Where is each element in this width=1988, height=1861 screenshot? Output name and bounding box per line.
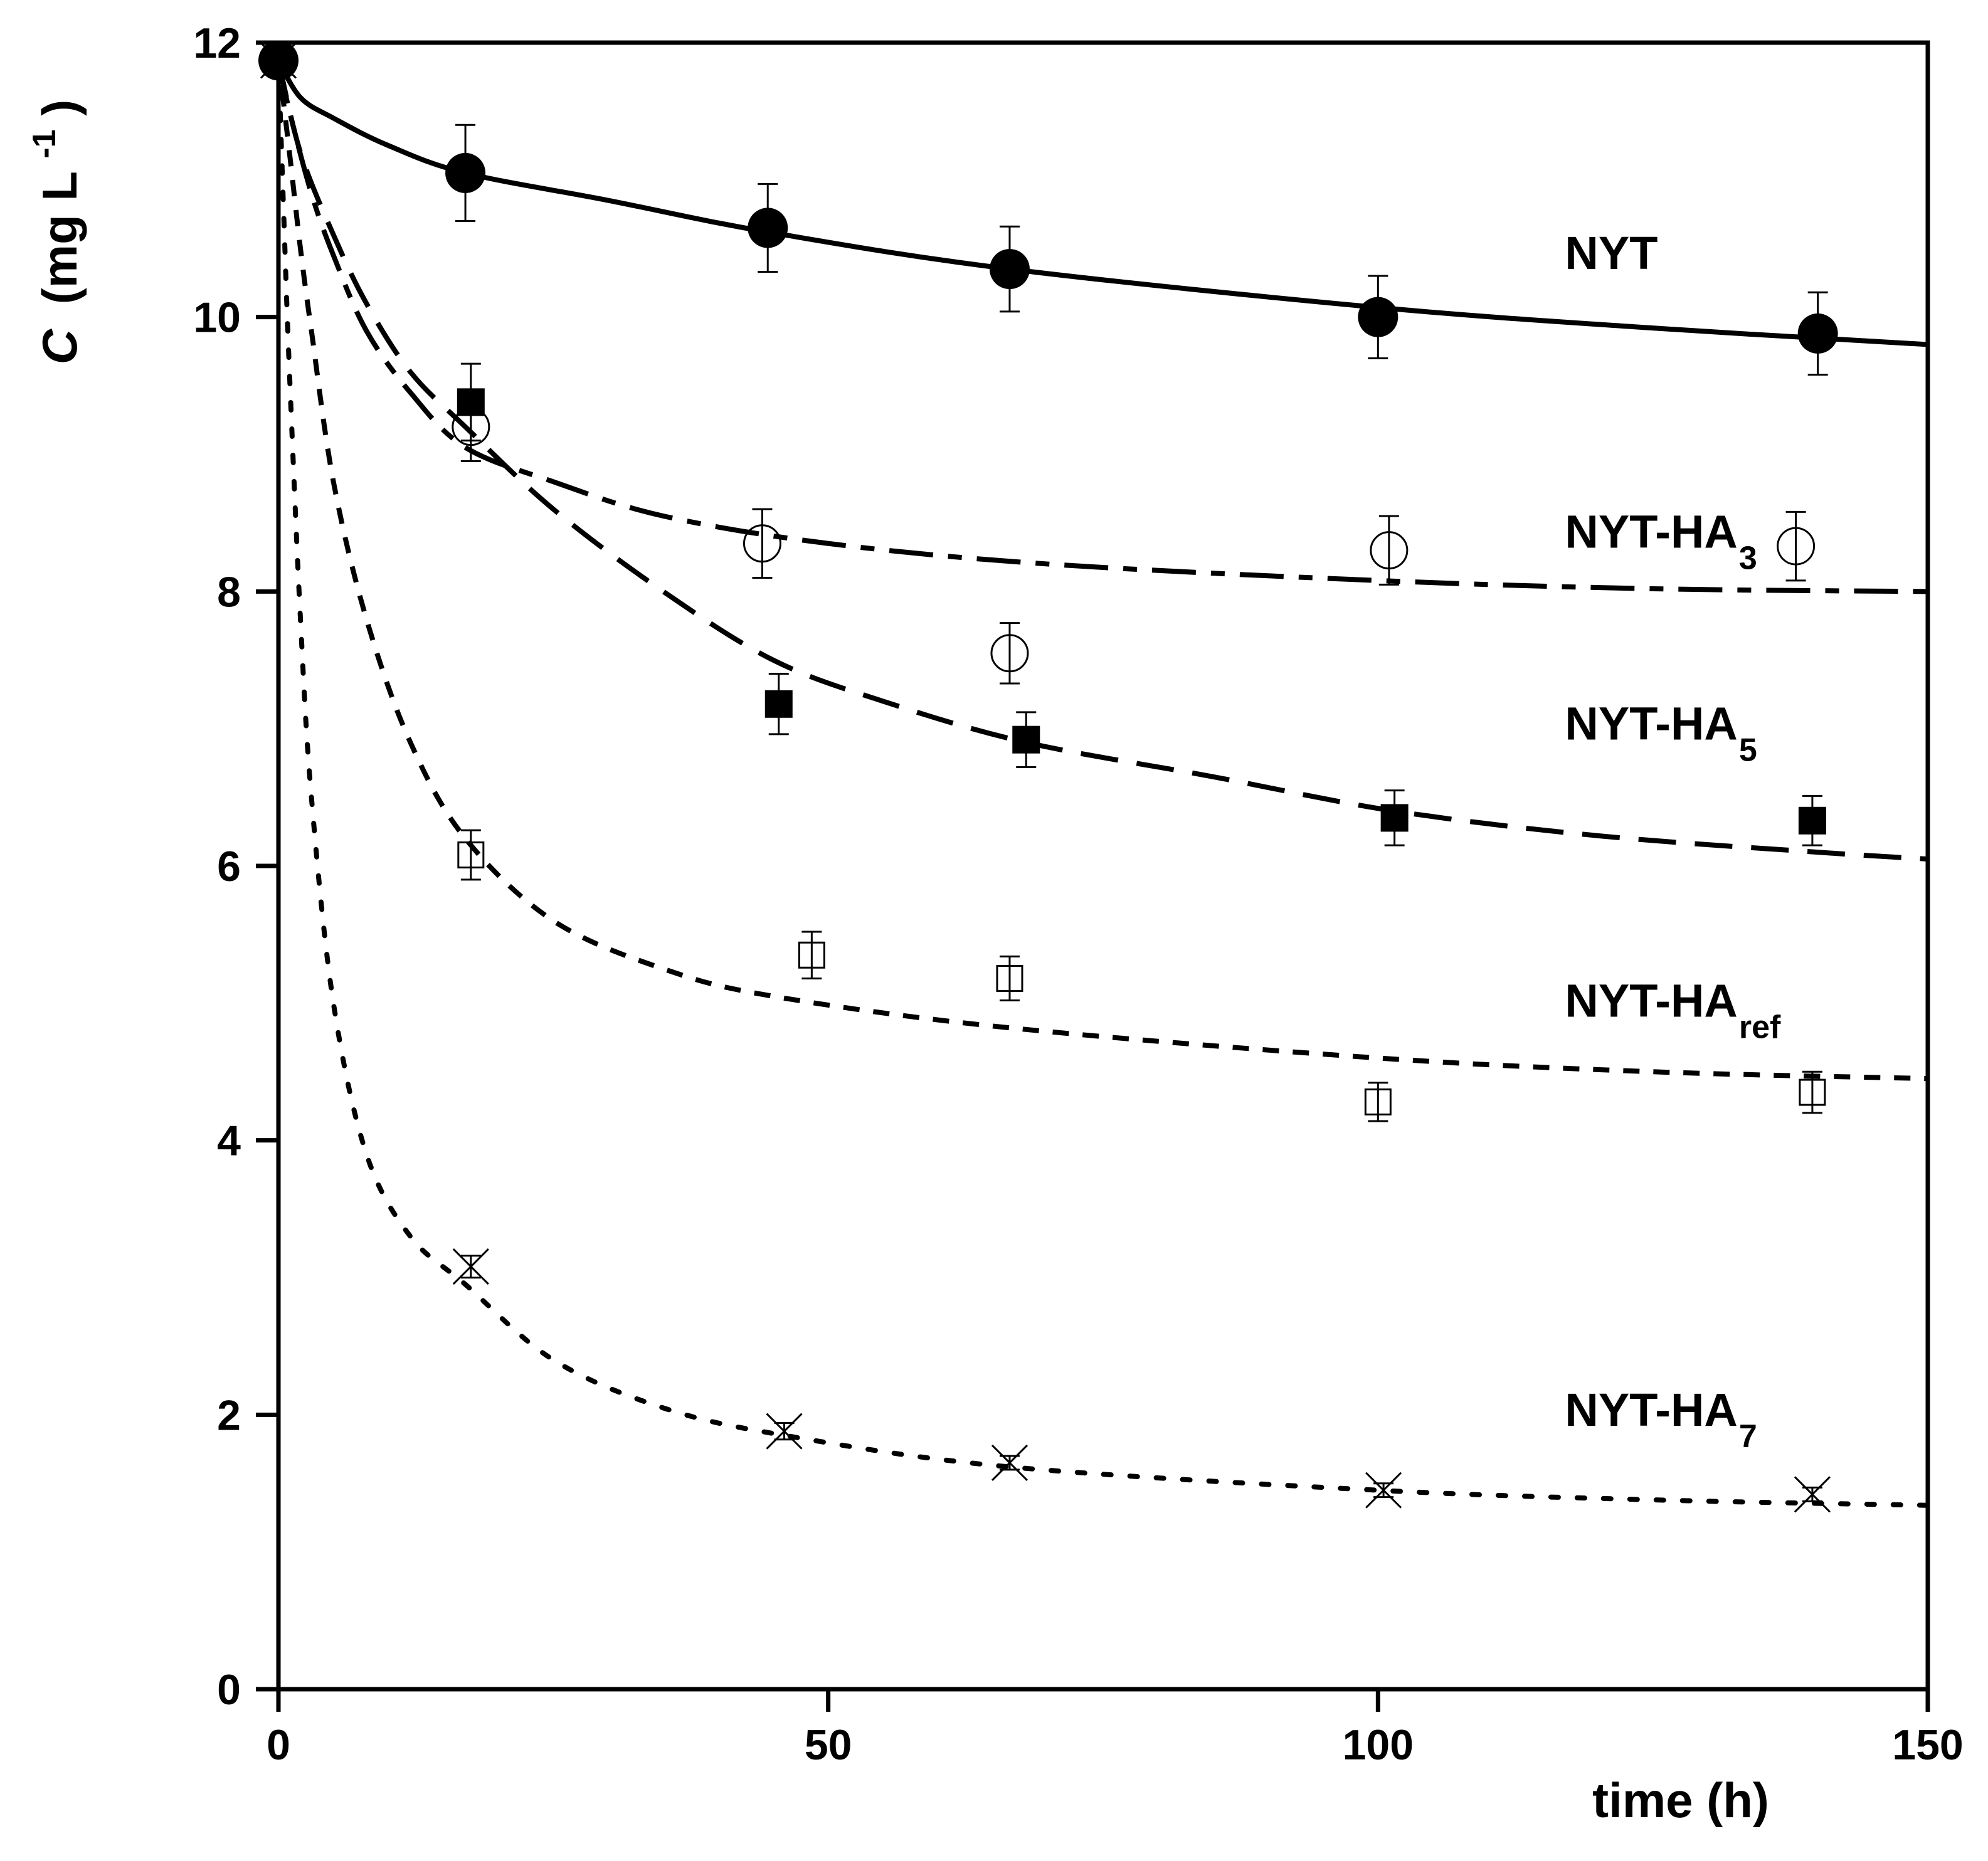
series-label-NYT-HA5: NYT-HA5 bbox=[1565, 698, 1757, 769]
plot-frame bbox=[276, 40, 1930, 1692]
marker-cross-b bbox=[991, 1444, 1028, 1481]
data-point-NYT-HA5 bbox=[764, 673, 793, 735]
data-markers bbox=[258, 40, 1838, 1513]
data-point-NYT-HAref bbox=[1799, 1070, 1826, 1114]
y-axis-title-unit: (mg L bbox=[32, 172, 87, 304]
marker-filled-square bbox=[1798, 806, 1826, 835]
plot-area-border bbox=[276, 40, 1930, 1692]
marker-cross-b bbox=[260, 42, 297, 79]
fit-line-NYT-HA3 bbox=[276, 60, 1928, 594]
x-tick-label: 150 bbox=[1892, 1721, 1963, 1769]
data-point-NYT-HA7 bbox=[1794, 1476, 1831, 1513]
data-point-NYT-HAref bbox=[457, 829, 485, 881]
marker-open-square bbox=[265, 46, 292, 74]
marker-open-square bbox=[996, 964, 1023, 992]
marker-open-square bbox=[1364, 1088, 1392, 1115]
data-point-NYT-HA5 bbox=[1012, 711, 1040, 768]
marker-filled-square bbox=[1012, 725, 1040, 754]
fit-line-NYT bbox=[276, 59, 1928, 347]
marker-filled-circle bbox=[748, 208, 788, 248]
y-tick-label: 12 bbox=[193, 19, 241, 67]
fit-line-NYT-HA7 bbox=[276, 58, 1930, 1508]
data-point-NYT-HA3 bbox=[1370, 515, 1409, 586]
y-axis-title-close: ) bbox=[32, 100, 87, 116]
data-point-NYT-HA7 bbox=[260, 42, 297, 79]
y-axis-ticks: 0 2 4 6 8 10 12 bbox=[193, 19, 278, 1714]
marker-filled-square bbox=[457, 388, 485, 416]
marker-open-circle bbox=[1777, 527, 1816, 566]
data-point-NYT-HA7 bbox=[1365, 1472, 1402, 1509]
marker-filled-circle bbox=[989, 249, 1030, 290]
data-point-NYT-HA7 bbox=[991, 1444, 1028, 1481]
data-point-NYT bbox=[1797, 291, 1838, 376]
data-point-NYT-HA5 bbox=[1380, 789, 1409, 846]
x-tick-label: 50 bbox=[805, 1721, 852, 1769]
data-point-NYT-HAref bbox=[996, 955, 1023, 1001]
data-point-NYT-HAref bbox=[798, 930, 825, 979]
series-label-NYT-HA3: NYT-HA3 bbox=[1565, 505, 1757, 576]
marker-filled-circle bbox=[1797, 313, 1838, 354]
x-tick-label: 0 bbox=[267, 1721, 290, 1769]
marker-open-circle bbox=[1370, 531, 1409, 570]
y-tick-label: 10 bbox=[193, 294, 241, 342]
marker-open-square bbox=[457, 841, 485, 868]
marker-open-square bbox=[1799, 1078, 1826, 1106]
data-point-NYT-HA7 bbox=[766, 1413, 803, 1450]
series-labels: NYT NYT-HA3 NYT-HA5 NYT-HAref NYT-HA7 bbox=[1565, 227, 1781, 1455]
data-point-NYT bbox=[1358, 275, 1398, 359]
x-tick-label: 100 bbox=[1343, 1721, 1414, 1769]
data-point-NYT bbox=[445, 124, 486, 222]
marker-open-square bbox=[798, 941, 825, 969]
data-point-NYT-HA3 bbox=[990, 622, 1029, 685]
marker-filled-circle bbox=[1358, 297, 1398, 337]
data-point-NYT-HA7 bbox=[452, 1248, 489, 1285]
x-axis-ticks: 0 50 100 150 bbox=[267, 1689, 1964, 1769]
fit-line-NYT-HA5 bbox=[276, 60, 1928, 862]
series-label-NYT-HAref: NYT-HAref bbox=[1565, 975, 1781, 1046]
data-point-NYT-HA3 bbox=[1777, 510, 1816, 582]
series-label-NYT: NYT bbox=[1565, 227, 1658, 279]
y-tick-label: 2 bbox=[217, 1391, 241, 1439]
marker-filled-circle bbox=[445, 152, 486, 193]
data-point-NYT-HAref bbox=[1364, 1082, 1392, 1122]
marker-open-circle bbox=[990, 634, 1029, 673]
marker-cross-b bbox=[452, 1248, 489, 1285]
data-point-NYT bbox=[989, 225, 1030, 313]
y-tick-label: 4 bbox=[217, 1117, 241, 1165]
y-tick-label: 8 bbox=[217, 568, 241, 616]
data-point-NYT-HA5 bbox=[457, 362, 485, 442]
marker-cross-b bbox=[766, 1413, 803, 1450]
marker-open-circle bbox=[743, 524, 781, 563]
y-axis-title: C (mg L -1 ) bbox=[11, 100, 87, 364]
marker-cross-b bbox=[1365, 1472, 1402, 1509]
svg-text:C (mg L -1 ): C (mg L -1 ) bbox=[11, 100, 87, 364]
y-axis-title-exponent: -1 bbox=[26, 129, 63, 158]
marker-cross-b bbox=[1794, 1476, 1831, 1513]
y-tick-label: 0 bbox=[217, 1666, 241, 1714]
fit-lines bbox=[276, 58, 1930, 1508]
marker-filled-square bbox=[1380, 804, 1409, 832]
data-point-NYT-HA5 bbox=[1798, 794, 1826, 846]
y-tick-label: 6 bbox=[217, 843, 241, 890]
series-label-NYT-HA7: NYT-HA7 bbox=[1565, 1384, 1757, 1455]
data-point-NYT-HA3 bbox=[743, 508, 781, 579]
y-axis-title-symbol: C bbox=[32, 328, 87, 364]
x-axis-title: time (h) bbox=[1592, 1773, 1769, 1828]
marker-filled-square bbox=[764, 690, 793, 718]
data-point-NYT bbox=[748, 182, 788, 273]
